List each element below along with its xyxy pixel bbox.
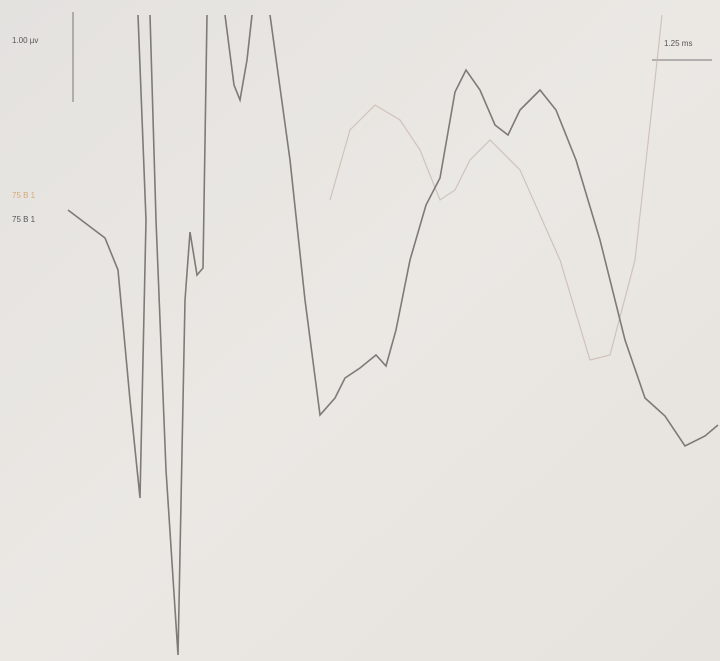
- trace-label: 75 B 1: [12, 215, 36, 224]
- amplitude-label: 1.00 µv: [12, 36, 38, 45]
- faint-trace: [329, 14, 663, 361]
- time-label: 1.25 ms: [664, 39, 692, 48]
- trace-label: 75 B 1: [12, 191, 36, 200]
- waveform-trace: [67, 14, 719, 656]
